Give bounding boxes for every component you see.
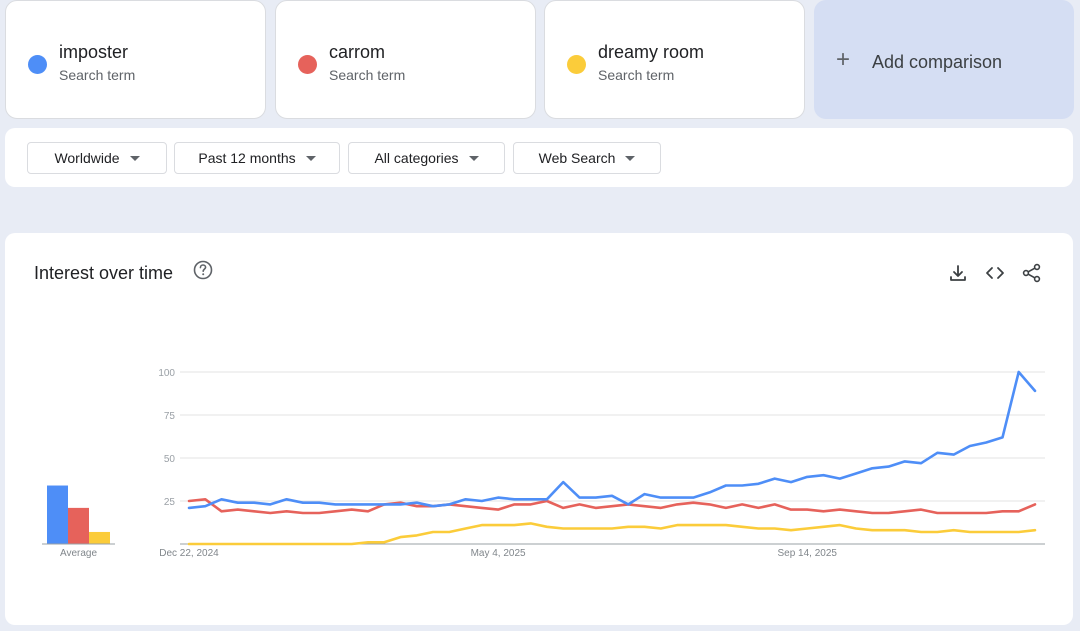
time-range-dropdown[interactable]: Past 12 months (174, 142, 340, 174)
help-icon[interactable] (193, 260, 213, 280)
region-dropdown[interactable]: Worldwide (27, 142, 167, 174)
region-value: Worldwide (54, 150, 120, 166)
term-name[interactable]: dreamy room (598, 42, 705, 62)
time-range-value: Past 12 months (198, 150, 296, 166)
search-type-dropdown[interactable]: Web Search (513, 142, 661, 174)
embed-icon[interactable] (985, 263, 1005, 283)
panel-title: Interest over time (34, 263, 174, 283)
download-icon[interactable] (948, 263, 968, 283)
term-name[interactable]: imposter (59, 42, 129, 62)
add-comparison-label: Add comparison (872, 52, 1003, 72)
caret-down-icon (305, 155, 316, 161)
share-icon[interactable] (1022, 263, 1042, 283)
interest-over-time-panel: Interest over time (5, 233, 1073, 625)
search-type-value: Web Search (538, 150, 616, 166)
term-card-dreamy-room[interactable]: dreamy room Search term (544, 0, 805, 119)
term-subtitle: Search term (598, 67, 675, 83)
filter-bar: Worldwide Past 12 months All categories … (5, 128, 1073, 187)
caret-down-icon (129, 155, 140, 161)
series-color-dot (28, 55, 47, 74)
add-comparison-button[interactable]: + Add comparison (814, 0, 1074, 119)
series-color-dot (298, 55, 317, 74)
term-subtitle: Search term (329, 67, 406, 83)
term-card-carrom[interactable]: carrom Search term (275, 0, 536, 119)
category-dropdown[interactable]: All categories (348, 142, 505, 174)
term-subtitle: Search term (59, 67, 136, 83)
term-card-imposter[interactable]: imposter Search term (5, 0, 266, 119)
series-color-dot (567, 55, 586, 74)
term-name[interactable]: carrom (329, 42, 386, 62)
category-value: All categories (374, 150, 459, 166)
caret-down-icon (625, 155, 636, 161)
caret-down-icon (468, 155, 479, 161)
plus-icon: + (836, 46, 851, 73)
